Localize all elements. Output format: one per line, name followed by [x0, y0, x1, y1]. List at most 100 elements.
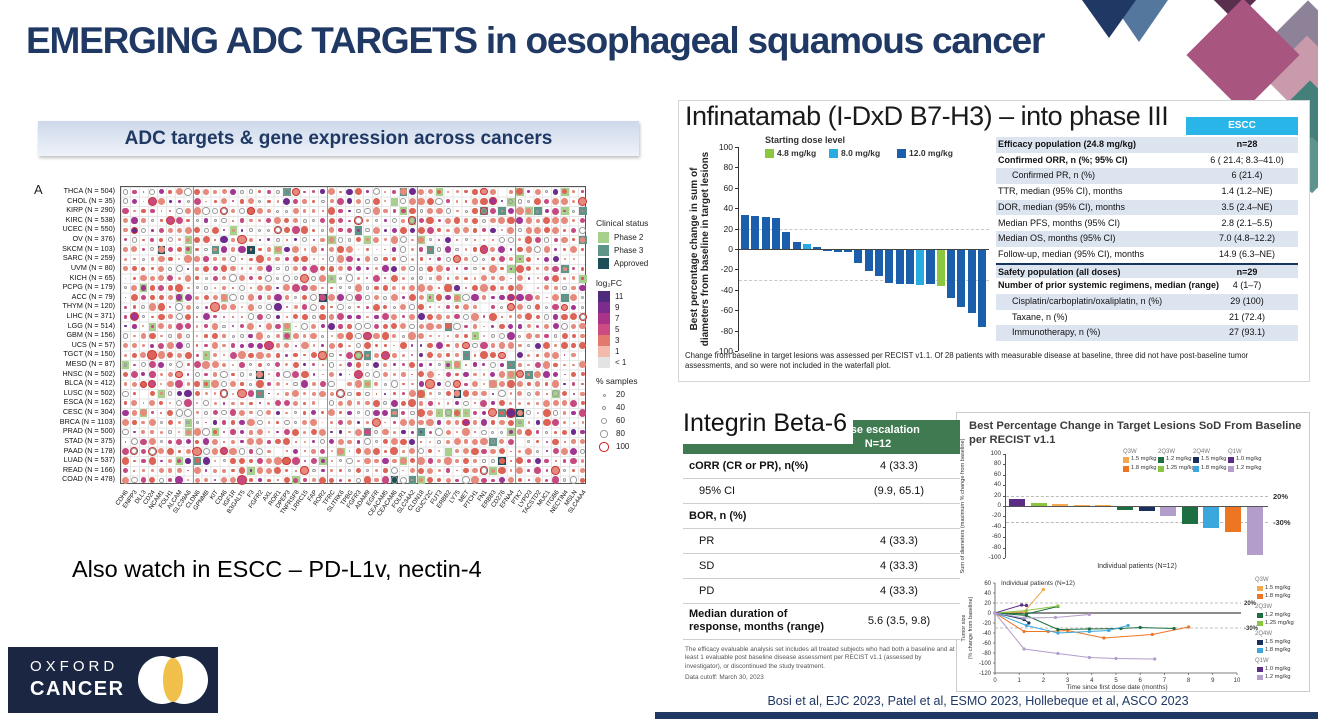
- sod-reference-label: -30%: [1273, 517, 1291, 527]
- expression-dot: [195, 219, 199, 223]
- expression-dot: [507, 419, 514, 426]
- expression-dot: [384, 200, 387, 203]
- infinatamab-title: Infinatamab (I-DxD B7-H3) – into phase I…: [685, 101, 1169, 131]
- expression-dot: [140, 333, 147, 339]
- table-row-label: Safety population (all doses): [998, 266, 1121, 277]
- expression-dot: [490, 343, 496, 348]
- legend-swatch: [598, 245, 609, 256]
- expression-dot: [149, 380, 156, 388]
- waterfall-bar: [823, 250, 832, 252]
- expression-dot: [230, 266, 236, 272]
- expression-dot: [464, 324, 468, 328]
- expression-dot: [437, 363, 441, 367]
- expression-dot: [131, 227, 138, 233]
- sod-bar: [1052, 504, 1069, 506]
- expression-dot: [204, 334, 208, 338]
- expression-dot: [230, 439, 236, 444]
- expression-dot: [140, 285, 146, 291]
- expression-dot: [453, 226, 461, 234]
- expression-dot: [141, 315, 145, 319]
- expression-dot: [175, 476, 184, 485]
- expression-dot: [142, 402, 145, 405]
- expression-dot: [383, 295, 388, 300]
- integrin-data-cutoff: Data cutoff: March 30, 2023: [685, 674, 764, 681]
- spider-series-line: [994, 612, 1090, 619]
- expression-dot: [409, 458, 415, 464]
- expression-dot: [390, 380, 399, 388]
- expression-dot: [552, 410, 559, 416]
- expression-dot: [131, 237, 138, 243]
- expression-dot: [579, 284, 586, 292]
- expression-dot: [265, 457, 272, 464]
- expression-dot: [491, 295, 495, 300]
- expression-dot: [186, 420, 191, 425]
- expression-dot: [436, 275, 443, 282]
- matrix-row-label: LIHC (N = 371): [66, 310, 115, 320]
- expression-dot: [464, 267, 468, 271]
- expression-dot: [302, 218, 307, 223]
- matrix-row-label: STAD (N = 375): [64, 435, 115, 445]
- expression-dot: [438, 334, 441, 338]
- spider-x-tick: 10: [1234, 678, 1241, 684]
- expression-dot: [355, 448, 362, 455]
- expression-dot: [454, 294, 461, 301]
- expression-dot: [489, 312, 497, 321]
- expression-dot: [319, 476, 327, 484]
- expression-dot: [552, 467, 559, 474]
- expression-dot: [194, 256, 200, 262]
- expression-dot: [176, 333, 182, 339]
- expression-dot: [239, 333, 245, 339]
- expression-dot: [419, 257, 423, 261]
- expression-dot: [372, 188, 380, 196]
- expression-dot: [462, 476, 470, 485]
- expression-dot: [463, 468, 469, 474]
- expression-dot: [211, 226, 219, 234]
- legend-swatch: [1257, 640, 1263, 645]
- expression-dot: [401, 315, 405, 319]
- expression-dot: [500, 305, 504, 309]
- expression-dot: [311, 401, 316, 406]
- expression-dot: [381, 313, 389, 321]
- expression-dot: [256, 284, 264, 292]
- expression-dot: [402, 469, 405, 472]
- integrin-table-header-line2: N=12: [864, 438, 892, 450]
- expression-dot: [427, 352, 434, 359]
- expression-dot: [464, 257, 468, 261]
- expression-dot: [527, 344, 531, 348]
- expression-dot: [257, 477, 263, 483]
- expression-dot: [409, 227, 415, 233]
- expression-dot: [177, 450, 181, 453]
- expression-dot: [542, 409, 551, 417]
- expression-dot: [221, 189, 227, 195]
- expression-dot: [339, 363, 342, 367]
- expression-dot: [563, 209, 566, 213]
- matrix-row-label: LUSC (N = 502): [63, 387, 115, 397]
- legend-label: 1.8 mg/kg: [1131, 465, 1157, 471]
- expression-dot: [214, 287, 216, 289]
- sod-tick-mark: [1003, 485, 1005, 487]
- expression-dot: [571, 371, 577, 377]
- adc-panel-header: ADC targets & gene expression across can…: [38, 121, 639, 156]
- expression-dot: [131, 438, 138, 446]
- expression-dot: [372, 197, 380, 205]
- expression-dot: [364, 457, 371, 465]
- expression-dot: [158, 477, 164, 483]
- waterfall-reference-line: [739, 279, 989, 281]
- expression-dot: [464, 334, 468, 338]
- expression-dot: [382, 208, 388, 214]
- matrix-row-label: UCS (N = 57): [71, 339, 115, 349]
- expression-dot: [498, 419, 505, 426]
- legend-swatch: [598, 232, 609, 243]
- expression-dot: [249, 218, 253, 223]
- legend-group-title: Q1W: [1255, 658, 1269, 664]
- expression-dot: [221, 198, 227, 205]
- expression-dot: [561, 333, 568, 339]
- adc-expression-matrix: A THCA (N = 504) CHOL (N = 35) KIRP (N = 2…: [30, 178, 695, 534]
- expression-dot: [445, 294, 451, 301]
- expression-dot: [463, 400, 469, 406]
- expression-dot: [480, 467, 488, 474]
- expression-dot: [150, 324, 154, 328]
- expression-dot: [382, 371, 389, 378]
- expression-dot: [373, 352, 380, 358]
- legend-label: 100: [616, 442, 630, 451]
